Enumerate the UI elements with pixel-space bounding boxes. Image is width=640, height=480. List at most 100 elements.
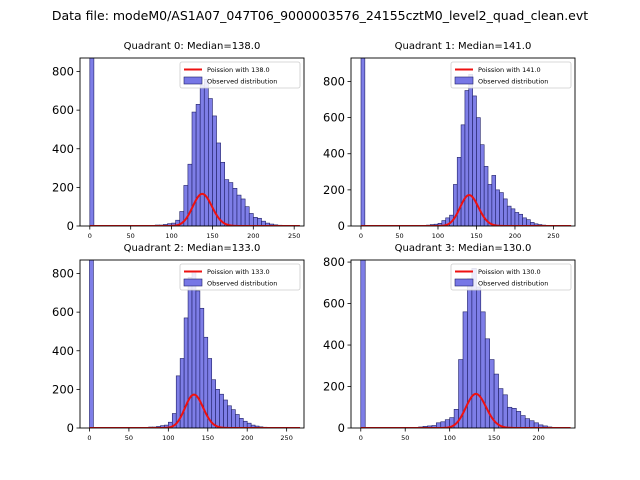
y-tick-label: 200 [323,183,345,197]
histogram-bar [191,271,197,428]
legend-bar-swatch [454,76,474,85]
x-tick-label: 50 [125,434,133,442]
histogram-bar [491,175,497,226]
x-tick-label: 200 [509,232,521,240]
axes-frame [79,57,305,227]
histogram-bar [506,205,512,226]
panel-title: Quadrant 0: Median=138.0 [124,41,261,52]
histogram-bar [244,206,250,226]
histogram-bar [360,58,366,226]
histogram-bar [516,411,522,428]
histogram-bar [507,406,513,428]
histogram-bar [503,198,508,226]
y-tick-label: 800 [52,65,74,79]
histogram-bar [514,212,520,226]
legend-box [179,263,301,291]
histogram-bar [487,184,493,226]
legend: Poission with 130.0 Observed distribution [450,263,572,291]
y-tick-label: 800 [52,267,74,281]
histogram-bar [211,379,216,428]
x-tick-label: 0 [88,232,92,240]
histogram-bar [236,194,242,226]
x-tick-label: 0 [87,434,91,442]
legend-label: Observed distribution [478,280,548,288]
x-tick-label: 200 [247,232,259,240]
legend-bar-swatch [454,278,474,287]
histogram-bar [495,189,500,226]
histogram-bar [498,388,504,428]
x-tick-label: 100 [162,434,174,442]
legend-box [179,61,301,89]
x-tick-label: 200 [241,434,253,442]
legend-label: Poission with 133.0 [207,268,270,276]
y-tick-label: 200 [323,380,345,394]
histogram-bar [464,90,470,226]
histogram-bar [89,58,95,226]
histogram-bar [220,161,226,226]
histogram-bar [89,260,94,428]
histogram-bar [223,399,228,428]
y-tick-label: 400 [323,147,345,161]
y-tick-label: 800 [323,255,345,269]
y-tick-label: 0 [67,219,74,233]
legend-bar-swatch [183,278,203,287]
histogram-bar [235,414,240,428]
x-tick-label: 0 [359,434,363,442]
y-tick-label: 400 [52,142,74,156]
histogram-bar [518,213,523,226]
histogram-bar [242,420,248,428]
legend-box [450,61,572,89]
y-tick-label: 600 [52,305,74,319]
legend-label: Observed distribution [207,78,277,86]
axes-frame [79,259,305,429]
legend-label: Poission with 130.0 [478,268,541,276]
legend-label: Observed distribution [207,280,277,288]
histogram-bar [231,409,236,428]
legend: Poission with 138.0 Observed distribution [179,61,301,89]
histogram-bar [502,394,508,428]
x-tick-label: 150 [470,232,482,240]
figure-title: Data file: modeM0/AS1A07_047T06_90000035… [52,8,588,23]
x-tick-label: 50 [395,232,403,240]
histogram-panel-3: Quadrant 3: Median=130.0 0 50 100 150 200 0 200… [323,243,576,442]
poisson-fit-line [89,192,300,226]
y-tick-label: 400 [323,338,345,352]
x-tick-label: 100 [165,232,177,240]
histogram-bar [476,286,482,428]
histogram-bar [480,311,486,428]
histogram-bar [232,188,238,226]
histogram-bar [219,393,224,428]
y-tick-label: 800 [323,74,345,88]
histogram-bar [195,104,201,226]
histogram-bar [472,95,477,226]
histogram-panel-2: Quadrant 2: Median=133.0 0 50 100 150 200 250 0… [52,243,305,442]
x-tick-label: 250 [280,434,292,442]
histogram-bar [257,217,262,226]
x-tick-label: 150 [488,434,500,442]
legend-bar-swatch [183,76,203,85]
histogram-bar [224,179,230,226]
y-tick-label: 0 [338,219,345,233]
panel-title: Quadrant 3: Median=130.0 [395,243,532,254]
plot-area [360,58,572,226]
panel-title: Quadrant 1: Median=141.0 [395,41,532,52]
histogram-bar [248,213,254,226]
x-tick-label: 0 [359,232,363,240]
histogram-bar [467,278,473,428]
histogram-bar [522,217,527,226]
histogram-bar [468,73,473,226]
y-tick-label: 200 [52,382,74,396]
y-tick-label: 0 [67,421,74,435]
poisson-fit-line [89,393,301,428]
histogram-bar [187,277,193,428]
x-tick-label: 250 [547,232,559,240]
axes-frame [350,57,576,227]
x-tick-label: 100 [432,232,444,240]
legend-label: Observed distribution [478,78,548,86]
x-tick-label: 150 [206,232,218,240]
legend: Poission with 141.0 Observed distribution [450,61,572,89]
histogram-bar [203,78,209,226]
histogram-panel-1: Quadrant 1: Median=141.0 0 50 100 150 200 250 0… [323,41,576,240]
histogram-bar [228,182,234,226]
